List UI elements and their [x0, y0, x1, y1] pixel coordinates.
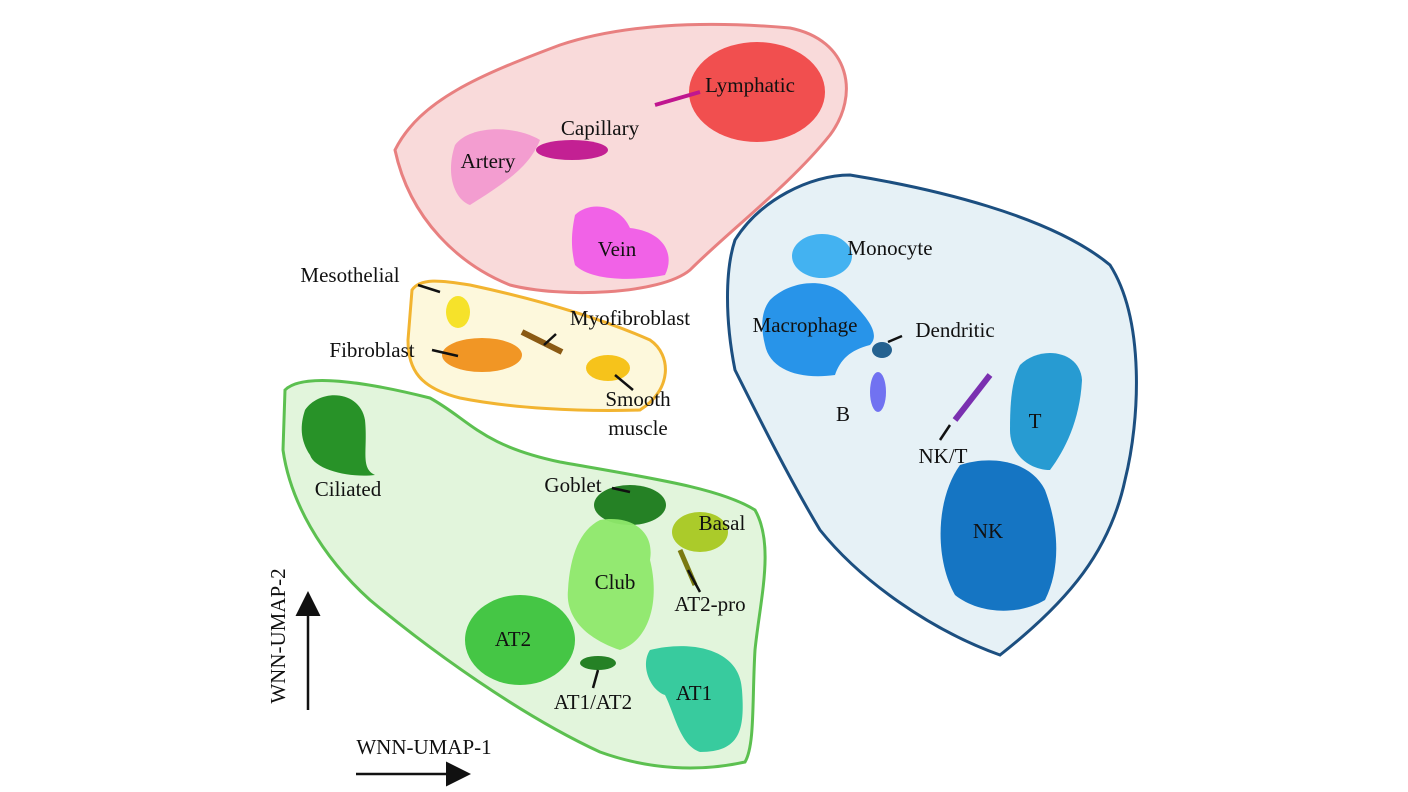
smooth-muscle-cluster [586, 355, 630, 381]
leader-line [938, 424, 952, 441]
vein-cluster [571, 206, 669, 279]
nk-t-cluster [952, 373, 993, 422]
cluster-label: Myofibroblast [570, 306, 690, 330]
cluster-label: Smooth [605, 387, 671, 411]
cluster-label: Artery [461, 149, 516, 173]
x-axis-label: WNN-UMAP-1 [356, 735, 491, 759]
leader-line [614, 374, 634, 391]
leader-line [887, 334, 903, 344]
cluster-label: AT1 [676, 681, 712, 705]
cluster-label: NK [973, 519, 1003, 543]
cluster-label: T [1029, 409, 1042, 433]
club-cluster [567, 519, 654, 650]
cluster-label: Lymphatic [705, 73, 795, 97]
cluster-label: Vein [598, 237, 637, 261]
lymphatic-cluster [689, 42, 825, 142]
at1-at2-cluster [580, 656, 616, 670]
y-axis-label: WNN-UMAP-2 [266, 568, 290, 703]
mesothelial-cluster [446, 296, 470, 328]
cluster-label: AT1/AT2 [554, 690, 632, 714]
fibroblast-cluster [442, 338, 522, 372]
leader-line [591, 669, 600, 689]
cluster-label: Ciliated [315, 477, 382, 501]
monocyte-cluster [792, 234, 852, 278]
leader-line [611, 486, 631, 494]
leader-line [417, 283, 441, 294]
cluster-label: NK/T [919, 444, 968, 468]
leader-line [686, 569, 702, 593]
cluster-label: Dendritic [915, 318, 994, 342]
cluster-label: Basal [699, 511, 746, 535]
cluster-label: Macrophage [753, 313, 858, 337]
cluster-label: Club [595, 570, 636, 594]
cluster-label: Capillary [561, 116, 640, 140]
cluster-label: Monocyte [847, 236, 932, 260]
capillary-trail [654, 90, 701, 107]
dendritic-cluster [872, 342, 892, 358]
cluster-label: B [836, 402, 850, 426]
at1-cluster [645, 646, 743, 752]
cluster-label: muscle [608, 416, 667, 440]
ciliated-cluster [301, 395, 375, 476]
leader-line [543, 333, 557, 346]
goblet-cluster [594, 485, 666, 525]
cluster-label: AT2 [495, 627, 531, 651]
myofibroblast-cluster [520, 329, 564, 355]
t-cluster [1010, 353, 1082, 470]
macrophage-cluster [762, 283, 874, 377]
b-cluster [870, 372, 886, 412]
capillary-cluster [536, 140, 608, 160]
leader-line [431, 348, 459, 358]
cluster-label: Goblet [544, 473, 601, 497]
at2-cluster [465, 595, 575, 685]
cluster-label: Fibroblast [329, 338, 414, 362]
cluster-label: Mesothelial [300, 263, 399, 287]
artery-cluster [450, 129, 540, 205]
cluster-label: AT2-pro [674, 592, 745, 616]
basal-cluster [672, 512, 728, 552]
nk-cluster [940, 460, 1057, 611]
epithelial-region [281, 379, 767, 770]
